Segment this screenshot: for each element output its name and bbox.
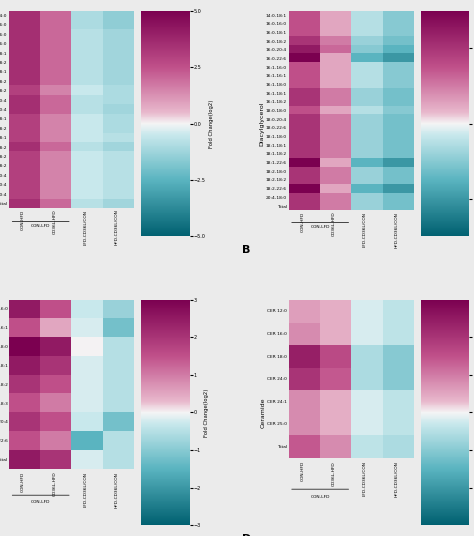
Text: CON-HFD: CON-HFD <box>21 472 25 492</box>
Text: CON-HFD: CON-HFD <box>21 210 25 230</box>
Y-axis label: Diacylglycerol: Diacylglycerol <box>259 101 264 146</box>
Y-axis label: Fold Change(log2): Fold Change(log2) <box>209 99 214 148</box>
Text: LFD-CD36L/CON: LFD-CD36L/CON <box>363 461 367 496</box>
Y-axis label: Ceramide: Ceramide <box>260 397 265 428</box>
Text: HFD-CD36L/CON: HFD-CD36L/CON <box>394 212 398 248</box>
Text: D: D <box>242 534 251 536</box>
Text: HFD-CD36L/CON: HFD-CD36L/CON <box>115 210 118 245</box>
Text: CON-LFD: CON-LFD <box>310 225 330 229</box>
Text: HFD-CD36L/CON: HFD-CD36L/CON <box>394 461 398 497</box>
Text: CD36L-HFD: CD36L-HFD <box>52 210 56 234</box>
Text: LFD-CD36L/CON: LFD-CD36L/CON <box>83 472 88 507</box>
Text: CON-HFD: CON-HFD <box>301 461 305 481</box>
Text: CON-LFD: CON-LFD <box>310 495 330 499</box>
Text: HFD-CD36L/CON: HFD-CD36L/CON <box>115 472 118 508</box>
Text: CD36L-HFD: CD36L-HFD <box>332 212 336 236</box>
Y-axis label: Fold Change(log2): Fold Change(log2) <box>204 388 209 437</box>
Text: CON-LFD: CON-LFD <box>31 224 50 228</box>
Text: B: B <box>242 245 250 256</box>
Text: CD36L-HFD: CD36L-HFD <box>332 461 336 486</box>
Text: LFD-CD36L/CON: LFD-CD36L/CON <box>363 212 367 247</box>
Text: CD36L-HFD: CD36L-HFD <box>52 472 56 496</box>
Text: CON-LFD: CON-LFD <box>31 500 50 504</box>
Text: CON-HFD: CON-HFD <box>301 212 305 232</box>
Text: LFD-CD36L/CON: LFD-CD36L/CON <box>83 210 88 244</box>
